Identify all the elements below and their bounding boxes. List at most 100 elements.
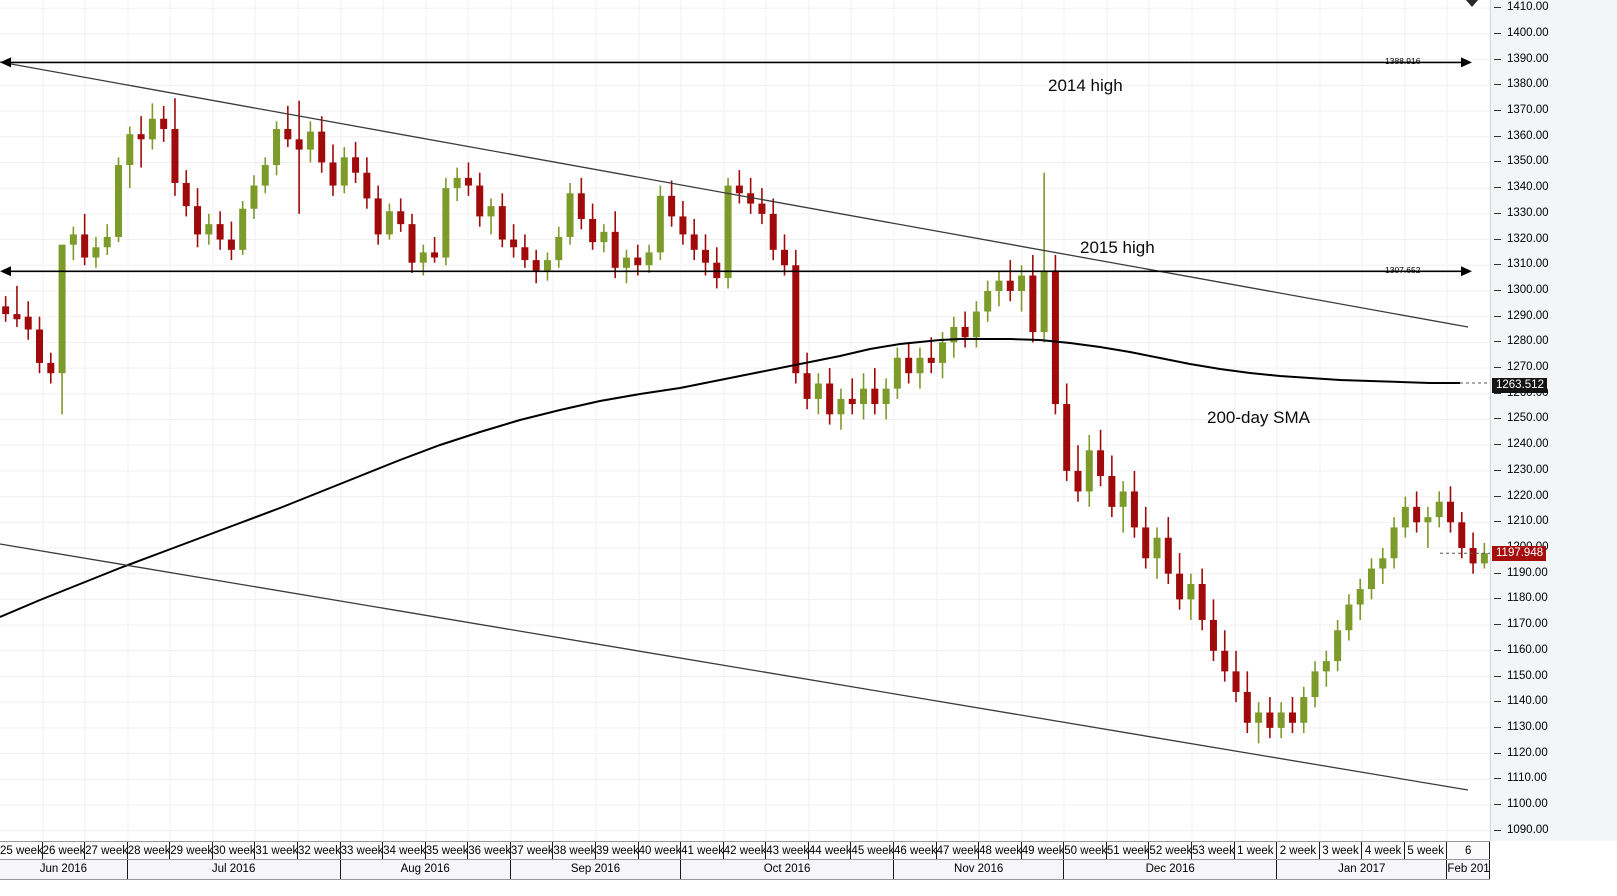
price-tick-label: 1360.00 [1507,129,1549,142]
week-label-cell[interactable]: 43 week [766,842,809,859]
month-label-cell[interactable]: Feb 2017 [1447,860,1490,879]
price-tick-dash [1494,444,1501,446]
price-tick-dash [1494,161,1501,163]
month-label-cell[interactable]: Sep 2016 [511,860,682,879]
week-label-cell[interactable]: 3 week [1320,842,1363,859]
week-label-cell[interactable]: 29 week [170,842,213,859]
price-tick: 1270.00 [1491,361,1617,375]
month-label-cell[interactable]: Jan 2017 [1277,860,1448,879]
last-price-flag: 1197.948 [1492,546,1547,562]
week-label-cell[interactable]: 38 week [553,842,596,859]
scroll-down-triangle-icon[interactable] [1466,0,1478,7]
price-tick-dash [1494,829,1501,831]
week-label-cell[interactable]: 35 week [426,842,469,859]
week-label-cell[interactable]: 47 week [937,842,980,859]
price-tick-dash [1494,726,1501,728]
price-tick-dash [1494,675,1501,677]
month-label-cell[interactable]: Dec 2016 [1064,860,1278,879]
price-tick: 1410.00 [1491,1,1617,15]
grid-layer [0,0,1490,841]
week-label-cell[interactable]: 2 week [1277,842,1320,859]
price-tick: 1220.00 [1491,490,1617,504]
month-label-cell[interactable]: Nov 2016 [894,860,1065,879]
price-tick-dash [1494,804,1501,806]
week-label-cell[interactable]: 45 week [851,842,894,859]
price-tick-dash [1494,84,1501,86]
week-label-cell[interactable]: 31 week [255,842,298,859]
week-label-cell[interactable]: 51 week [1107,842,1150,859]
week-label-cell[interactable]: 25 week [0,842,43,859]
price-tick-label: 1390.00 [1507,52,1549,65]
price-tick-label: 1140.00 [1507,695,1548,708]
price-tick: 1280.00 [1491,335,1617,349]
price-tick-label: 1120.00 [1507,746,1548,759]
week-label-cell[interactable]: 27 week [85,842,128,859]
time-axis[interactable]: 25 week 26 week 27 week 28 week 29 week 30 we… [0,841,1617,896]
week-label-cell[interactable]: 6 [1447,842,1490,859]
price-tick-dash [1494,7,1501,9]
price-tick-dash [1494,264,1501,266]
week-label-cell[interactable]: 26 week [43,842,86,859]
week-label-cell[interactable]: 41 week [681,842,724,859]
sma-value-flag: 1263.512 [1492,377,1547,393]
price-tick: 1120.00 [1491,747,1617,761]
level-value-2015-high: 1307.652 [1385,265,1421,276]
price-tick-dash [1494,598,1501,600]
price-tick: 1290.00 [1491,310,1617,324]
month-label-row[interactable]: Jun 2016 Jul 2016 Aug 2016 Sep 2016 Oct 2016… [0,860,1490,880]
price-tick-label: 1310.00 [1507,258,1549,271]
price-tick-label: 1090.00 [1507,823,1549,836]
week-label-cell[interactable]: 49 week [1022,842,1065,859]
week-label-cell[interactable]: 34 week [383,842,426,859]
price-tick-dash [1494,418,1501,420]
week-label-cell[interactable]: 30 week [213,842,256,859]
month-label-cell[interactable]: Aug 2016 [341,860,511,879]
price-tick: 1210.00 [1491,515,1617,529]
price-tick-label: 1160.00 [1507,643,1548,656]
month-label-cell[interactable]: Oct 2016 [681,860,894,879]
price-tick-dash [1494,469,1501,471]
price-tick-dash [1494,238,1501,240]
month-label-cell[interactable]: Jul 2016 [128,860,341,879]
price-tick-label: 1170.00 [1507,618,1548,631]
price-tick-label: 1330.00 [1507,206,1549,219]
month-label-cell[interactable]: Jun 2016 [0,860,128,879]
price-tick: 1230.00 [1491,464,1617,478]
price-tick: 1380.00 [1491,78,1617,92]
chart-plot-area[interactable]: 2014 high 2015 high 200-day SMA 1388.916… [0,0,1490,841]
week-label-cell[interactable]: 46 week [894,842,937,859]
price-tick-label: 1220.00 [1507,489,1549,502]
week-label-cell[interactable]: 4 week [1362,842,1405,859]
week-label-cell[interactable]: 5 week [1405,842,1448,859]
price-tick-label: 1230.00 [1507,463,1549,476]
price-tick-label: 1110.00 [1507,772,1547,785]
week-label-cell[interactable]: 33 week [341,842,384,859]
week-label-cell[interactable]: 52 week [1149,842,1192,859]
price-axis[interactable]: 1410.00 1400.00 1390.00 1380.00 1370.00 1360.… [1490,0,1617,841]
annotation-lines-layer [0,57,1490,791]
week-label-cell[interactable]: 50 week [1064,842,1107,859]
week-label-row[interactable]: 25 week 26 week 27 week 28 week 29 week 30 we… [0,841,1490,860]
price-tick: 1310.00 [1491,258,1617,272]
price-tick-label: 1320.00 [1507,232,1549,245]
week-label-cell[interactable]: 28 week [128,842,171,859]
price-tick-label: 1270.00 [1507,361,1549,374]
annotation-2015-high: 2015 high [1080,238,1155,257]
week-label-cell[interactable]: 37 week [511,842,554,859]
price-tick: 1360.00 [1491,130,1617,144]
week-label-cell[interactable]: 42 week [724,842,767,859]
price-tick-label: 1380.00 [1507,78,1549,91]
week-label-cell[interactable]: 48 week [979,842,1022,859]
week-label-cell[interactable]: 44 week [809,842,852,859]
week-label-cell[interactable]: 36 week [468,842,511,859]
week-label-cell[interactable]: 1 week [1235,842,1278,859]
week-label-cell[interactable]: 32 week [298,842,341,859]
week-label-cell[interactable]: 40 week [639,842,682,859]
price-tick: 1300.00 [1491,284,1617,298]
week-label-cell[interactable]: 39 week [596,842,639,859]
price-tick-dash [1494,315,1501,317]
week-label-cell[interactable]: 53 week [1192,842,1235,859]
price-tick-label: 1130.00 [1507,720,1548,733]
price-tick: 1140.00 [1491,695,1617,709]
